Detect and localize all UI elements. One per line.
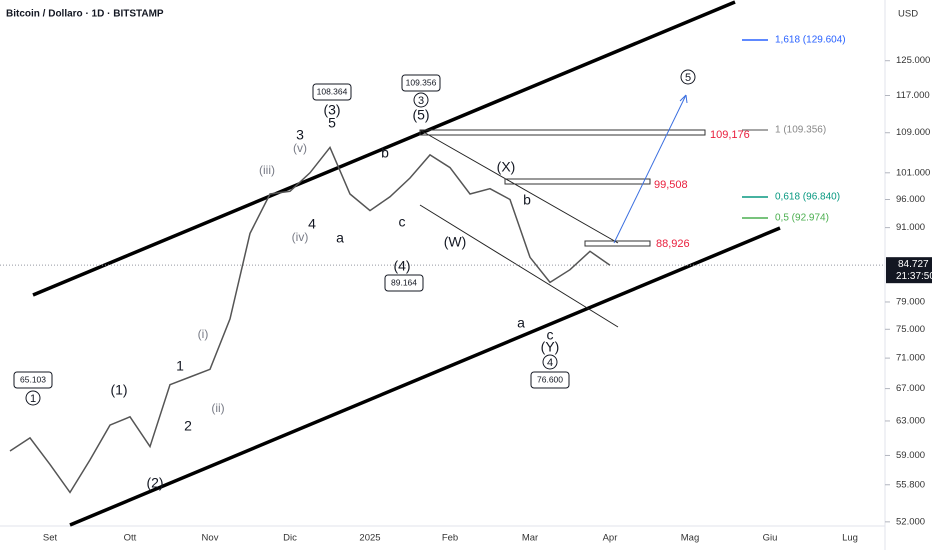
wave-label: a — [517, 315, 525, 331]
y-tick-label: 59.000 — [896, 450, 925, 461]
x-tick-label: Nov — [202, 533, 219, 544]
y-tick-label: 109.000 — [896, 127, 930, 138]
price-annotation: 76.600 — [537, 374, 563, 384]
wedge-upper — [419, 129, 619, 244]
wave-circle — [680, 69, 696, 85]
wave-label: c — [547, 327, 554, 343]
x-tick-label: Feb — [442, 533, 458, 544]
wave-label: (v) — [293, 141, 307, 155]
x-tick-label: 2025 — [359, 533, 380, 544]
price-annotation: 65.103 — [20, 374, 46, 384]
countdown: 21:37:50 — [896, 271, 932, 282]
wave-label: 1 — [30, 393, 36, 405]
wave-label: 3 — [418, 95, 424, 107]
fib-label: 1 (109.356) — [775, 125, 826, 136]
wave-label: (iii) — [259, 163, 275, 177]
wave-label: (X) — [497, 159, 516, 175]
x-tick-label: Ott — [124, 533, 137, 544]
level-label: 99,508 — [654, 179, 688, 191]
wave-label: 3 — [296, 127, 304, 143]
level-box — [584, 240, 651, 247]
wave-label: 4 — [308, 216, 316, 232]
y-tick-label: 67.000 — [896, 383, 925, 394]
level-box — [504, 178, 651, 185]
wave-label: (5) — [412, 107, 429, 123]
wave-label: (iv) — [292, 230, 309, 244]
price-box — [384, 274, 424, 292]
arrow-head — [679, 94, 688, 104]
price-tag-label: 84.727 — [898, 259, 929, 270]
fib-label: 1,618 (129.604) — [775, 35, 846, 46]
wave-circle — [413, 92, 429, 108]
fib-label: 0,618 (96.840) — [775, 192, 840, 203]
projection-arrow — [613, 94, 687, 244]
price-annotation: 108.364 — [317, 86, 348, 96]
channel-lower — [69, 226, 781, 527]
x-tick-label: Set — [43, 533, 58, 544]
channel-upper — [32, 0, 736, 297]
x-tick-label: Dic — [283, 533, 297, 544]
wave-label: 4 — [547, 357, 553, 369]
x-tick-label: Mar — [522, 533, 538, 544]
wave-label: (2) — [146, 475, 163, 491]
y-tick-label: 125.000 — [896, 55, 930, 66]
level-label: 109,176 — [710, 129, 750, 141]
wave-label: (3) — [323, 102, 340, 118]
wave-label: (4) — [393, 258, 410, 274]
y-tick-label: 79.000 — [896, 296, 925, 307]
x-tick-label: Apr — [603, 533, 618, 544]
wave-label: b — [523, 192, 531, 208]
wave-label: b — [381, 145, 389, 161]
wave-label: 1 — [176, 358, 184, 374]
y-tick-label: 96.000 — [896, 194, 925, 205]
wave-circle — [542, 354, 558, 370]
y-tick-label: 71.000 — [896, 353, 925, 364]
price-box — [13, 371, 53, 389]
wave-label: a — [336, 230, 344, 246]
y-tick-label: 91.000 — [896, 222, 925, 233]
x-tick-label: Lug — [842, 533, 858, 544]
y-tick-label: 55.800 — [896, 479, 925, 490]
wave-label: 5 — [328, 115, 336, 131]
wave-circle — [25, 390, 41, 406]
wave-label: (ii) — [211, 401, 224, 415]
y-tick-label: 52.000 — [896, 516, 925, 527]
price-line — [9, 145, 611, 494]
level-box — [419, 129, 706, 136]
y-tick-label: 117.000 — [896, 90, 930, 101]
price-tag — [886, 257, 932, 284]
wave-label: (1) — [110, 382, 127, 398]
x-tick-label: Mag — [681, 533, 699, 544]
price-annotation: 109.356 — [406, 77, 437, 87]
x-tick-label: Giu — [763, 533, 778, 544]
wedge-lower — [419, 204, 619, 328]
currency: USD — [898, 9, 918, 20]
chart-title: Bitcoin / Dollaro · 1D · BITSTAMP — [6, 9, 164, 20]
level-label: 88,926 — [656, 238, 690, 250]
price-box — [530, 371, 570, 389]
wave-label: (i) — [198, 327, 209, 341]
y-tick-label: 101.000 — [896, 167, 930, 178]
fib-label: 0,5 (92.974) — [775, 213, 829, 224]
price-box — [401, 74, 441, 92]
wave-label: 5 — [685, 72, 691, 84]
wave-label: (W) — [444, 234, 467, 250]
price-annotation: 89.164 — [391, 277, 417, 287]
wave-label: (Y) — [541, 339, 560, 355]
wave-label: c — [399, 214, 406, 230]
price-box — [312, 83, 352, 101]
y-tick-label: 63.000 — [896, 415, 925, 426]
y-tick-label: 75.000 — [896, 324, 925, 335]
wave-label: 2 — [184, 418, 192, 434]
